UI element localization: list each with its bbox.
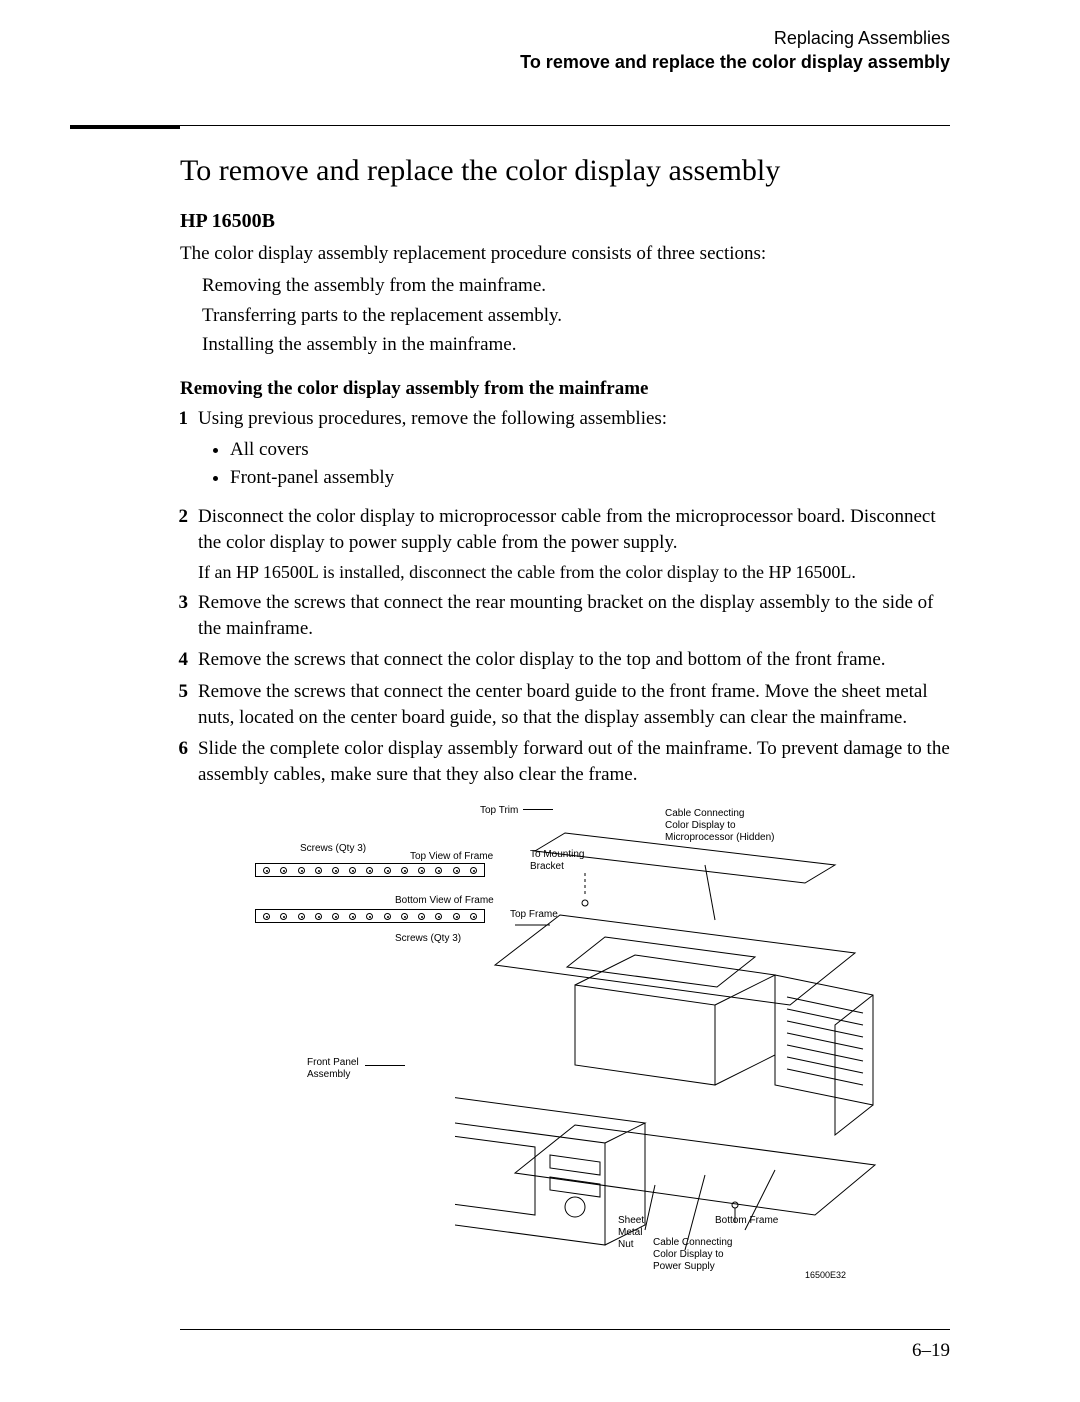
step-text: Using previous procedures, remove the fo… [198,408,667,429]
step-text: Remove the screws that connect the color… [198,649,886,670]
exploded-figure: Top Trim Cable Connecting Color Display … [245,805,885,1305]
steps-list: 1 Using previous procedures, remove the … [162,406,950,788]
intro-list: Removing the assembly from the mainframe… [202,271,950,359]
intro-list-item: Transferring parts to the replacement as… [202,301,950,330]
step-note: If an HP 16500L is installed, disconnect… [198,560,950,584]
page-number: 6–19 [180,1340,950,1362]
leader-line [523,809,553,810]
rule-bottom [180,1329,950,1330]
step-item: 6 Slide the complete color display assem… [162,736,950,787]
page-title: To remove and replace the color display … [180,154,950,188]
step-text: Disconnect the color display to micropro… [198,506,936,553]
step-text: Remove the screws that connect the rear … [198,592,934,639]
fig-label-top-trim: Top Trim [480,805,518,817]
running-head-section: To remove and replace the color display … [130,50,950,74]
figure-id: 16500E32 [805,1270,846,1280]
step-text: Remove the screws that connect the cente… [198,681,928,728]
sub-heading: Removing the color display assembly from… [180,378,950,400]
step-number: 2 [162,504,188,584]
bullet-item: All covers [230,437,950,463]
intro-list-item: Removing the assembly from the mainframe… [202,271,950,300]
bullet-item: Front-panel assembly [230,465,950,491]
exploded-drawing [455,825,885,1265]
step-item: 3 Remove the screws that connect the rea… [162,590,950,641]
model-heading: HP 16500B [180,210,950,233]
leader-line [365,1065,405,1066]
step-number: 3 [162,590,188,641]
step-number: 6 [162,736,188,787]
intro-paragraph: The color display assembly replacement p… [180,241,950,268]
screw-strip-bottom [255,909,485,923]
fig-label-front-panel: Front Panel Assembly [307,1057,359,1081]
step-item: 4 Remove the screws that connect the col… [162,647,950,673]
content-block: To remove and replace the color display … [180,125,950,1363]
step-bullets: All covers Front-panel assembly [230,437,950,490]
running-head: Replacing Assemblies To remove and repla… [130,26,950,75]
fig-label-screws-top: Screws (Qty 3) [300,843,366,855]
step-text: Slide the complete color display assembl… [198,738,950,785]
intro-list-item: Installing the assembly in the mainframe… [202,330,950,359]
step-item: 1 Using previous procedures, remove the … [162,406,950,499]
step-number: 5 [162,679,188,730]
screw-strip-top [255,863,485,877]
rule-top [180,125,950,126]
running-head-chapter: Replacing Assemblies [130,26,950,50]
step-number: 4 [162,647,188,673]
rule-stub [70,125,180,129]
fig-label-screws-bottom: Screws (Qty 3) [395,933,461,945]
step-item: 2 Disconnect the color display to microp… [162,504,950,584]
step-item: 5 Remove the screws that connect the cen… [162,679,950,730]
step-number: 1 [162,406,188,499]
